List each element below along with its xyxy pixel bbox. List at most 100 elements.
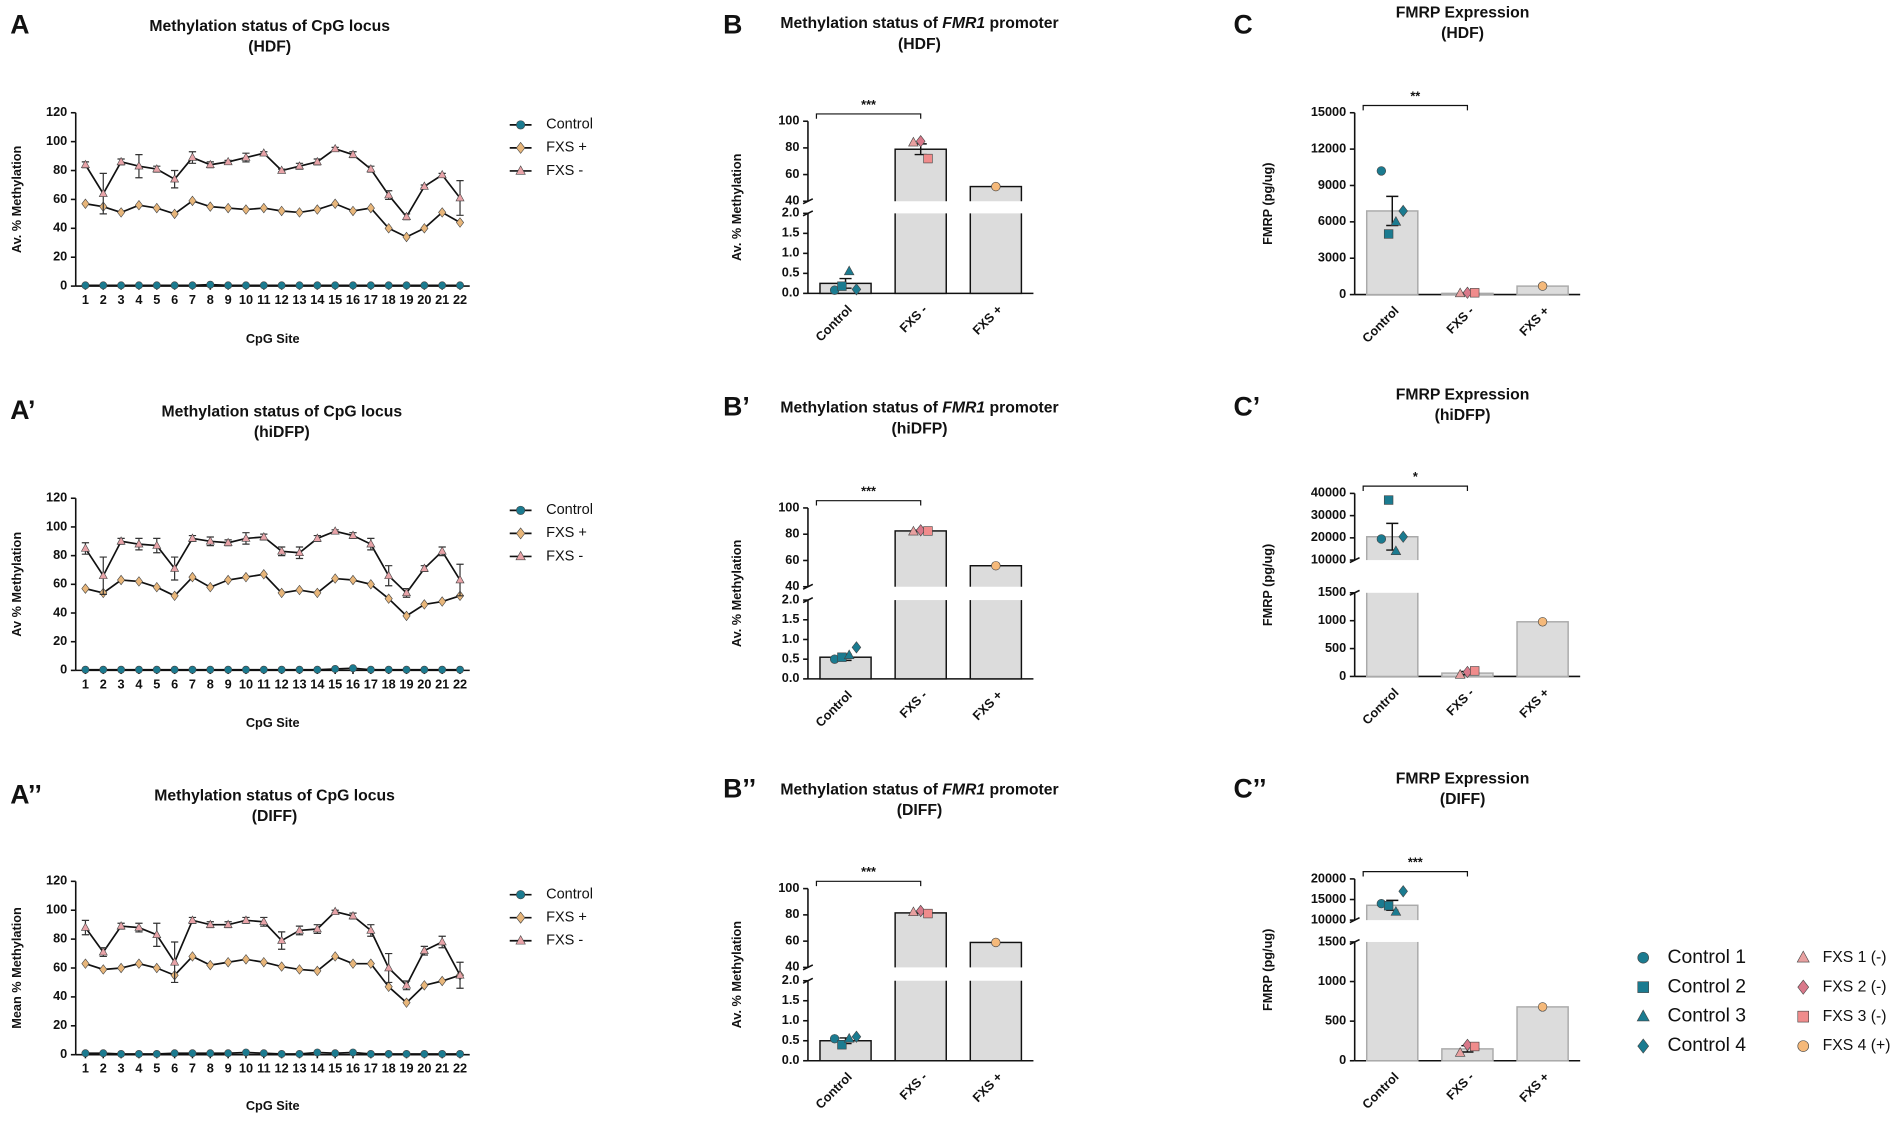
point	[437, 937, 447, 946]
point	[837, 281, 847, 291]
point	[205, 536, 215, 545]
panel-letter: B’	[723, 392, 750, 422]
point	[80, 922, 90, 931]
x-tick-label: 3	[118, 676, 125, 691]
y-tick-label: 80	[53, 162, 67, 177]
point	[223, 156, 233, 166]
legend-marker	[1637, 951, 1649, 964]
x-tick-label: 4	[135, 676, 142, 691]
y-tick-label: 1.5	[782, 225, 800, 240]
point	[331, 951, 340, 962]
point	[224, 281, 233, 290]
point	[455, 192, 465, 202]
legend-marker	[515, 550, 526, 561]
x-tick-label: 3	[118, 1061, 125, 1076]
point	[1470, 666, 1480, 676]
series-line	[85, 573, 461, 617]
legend-marker	[516, 141, 526, 154]
y-tick-label: 120	[46, 104, 67, 119]
point	[259, 148, 269, 157]
x-tick-label: 17	[364, 292, 378, 307]
legend-label: FXS -	[546, 933, 583, 949]
point	[241, 533, 251, 542]
point	[419, 563, 429, 572]
x-tick-label: 2	[100, 676, 107, 691]
point	[242, 665, 250, 674]
y-tick-label: 120	[46, 873, 67, 888]
x-axis-label: CpG Site	[246, 715, 300, 730]
legend-label: FXS 2 (-)	[1823, 978, 1887, 995]
point	[384, 223, 393, 234]
point	[98, 947, 108, 956]
point	[348, 958, 358, 969]
x-tick-label: Control	[1359, 1069, 1402, 1112]
y-axis-label: Av. % Methylation	[729, 540, 744, 647]
bar	[1516, 1006, 1569, 1062]
point	[277, 165, 287, 174]
point	[402, 281, 411, 290]
legend-marker	[1797, 979, 1810, 995]
point	[384, 981, 393, 993]
point	[313, 281, 322, 290]
legend-label: Control 1	[1667, 946, 1746, 968]
point	[312, 924, 322, 933]
y-tick-label: 500	[1325, 640, 1346, 655]
y-tick-label: 10000	[1311, 551, 1346, 566]
point	[419, 181, 429, 190]
y-tick-label: 0	[1339, 286, 1346, 301]
x-tick-label: 16	[346, 676, 360, 691]
point	[81, 665, 90, 674]
x-tick-label: 11	[257, 292, 270, 307]
series-line	[85, 1051, 461, 1055]
significance-bracket	[815, 500, 922, 506]
point	[1376, 166, 1387, 176]
point	[170, 590, 179, 602]
x-tick-label: 15	[328, 292, 342, 307]
series-line	[85, 667, 461, 671]
point	[224, 202, 233, 214]
y-tick-label: 80	[53, 930, 67, 945]
point	[81, 583, 90, 594]
legend-label: FXS 3 (-)	[1823, 1008, 1887, 1025]
point	[81, 281, 90, 290]
chart-subtitle: (hiDFP)	[891, 420, 947, 437]
point	[206, 581, 215, 593]
panel-letter: B’’	[723, 773, 756, 803]
point	[991, 937, 1001, 948]
legend-label: Control 3	[1667, 1005, 1746, 1027]
chart-subtitle: (DIFF)	[252, 808, 297, 825]
point	[242, 1048, 250, 1057]
point	[277, 587, 286, 599]
x-tick-label: 14	[310, 1061, 324, 1076]
point	[384, 570, 394, 579]
point	[170, 281, 179, 290]
x-tick-label: 6	[171, 1061, 178, 1076]
point	[384, 190, 394, 199]
x-tick-label: 13	[292, 292, 306, 307]
y-tick-label: 2.0	[782, 591, 800, 606]
point	[1537, 281, 1548, 291]
point	[1383, 495, 1394, 505]
point	[99, 1049, 108, 1058]
axis-break-gap	[800, 201, 1036, 214]
y-tick-label: 0	[60, 277, 67, 292]
point	[349, 1048, 357, 1057]
point	[402, 231, 411, 243]
legend-label: Control	[546, 887, 593, 903]
x-tick-label: 22	[453, 292, 467, 307]
point	[116, 536, 126, 545]
y-tick-label: 0.0	[782, 670, 800, 685]
y-tick-label: 80	[785, 139, 799, 154]
point	[116, 156, 126, 166]
point	[277, 546, 287, 555]
axis-break-gap	[1347, 920, 1583, 942]
y-tick-label: 1000	[1318, 973, 1346, 988]
point	[313, 965, 322, 977]
point	[455, 575, 465, 584]
point	[437, 169, 447, 179]
point	[366, 281, 375, 290]
x-tick-label: 9	[225, 676, 232, 691]
point	[259, 957, 268, 968]
point	[837, 1040, 847, 1050]
point	[456, 281, 464, 290]
